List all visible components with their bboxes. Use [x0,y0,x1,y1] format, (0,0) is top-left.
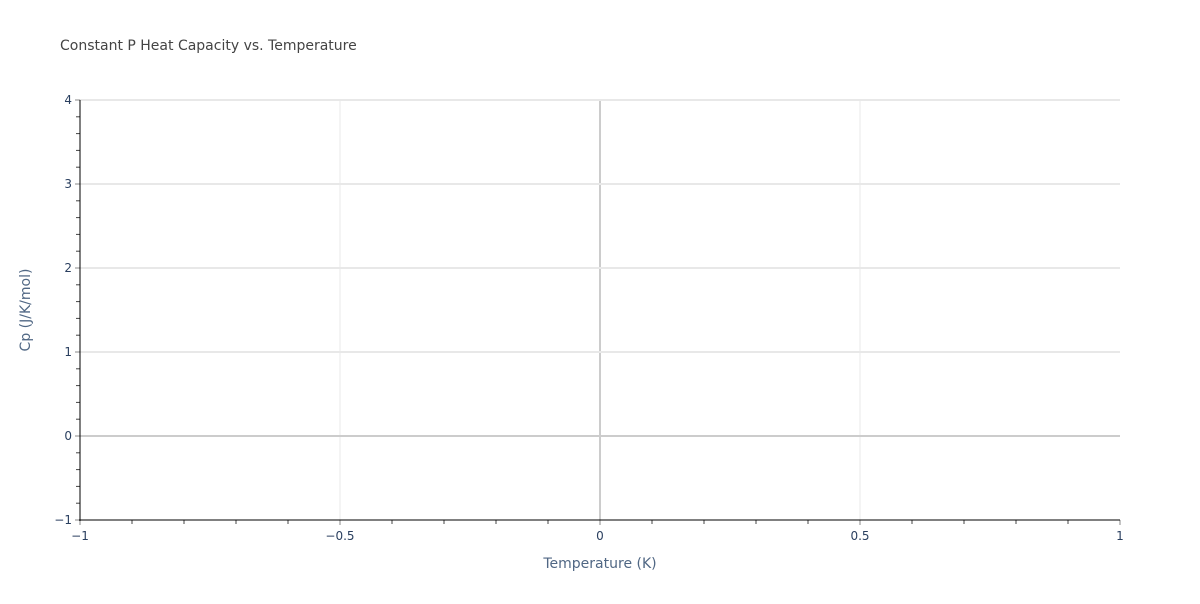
x-tick-label: 1 [1116,529,1124,543]
x-tick-label: 0 [596,529,604,543]
y-tick-label: 2 [64,261,72,275]
chart-title: Constant P Heat Capacity vs. Temperature [60,38,357,54]
axes: −1 −0.5 0 0.5 1 −1 0 1 2 3 4 [54,93,1124,543]
x-tick-label: 0.5 [850,529,869,543]
y-tick-label: −1 [54,513,72,527]
y-tick-label: 4 [64,93,72,107]
y-tick-label: 1 [64,345,72,359]
x-tick-label: −1 [71,529,89,543]
x-tick-label: −0.5 [325,529,354,543]
y-axis-title: Cp (J/K/mol) [18,269,34,352]
y-tick-label: 0 [64,429,72,443]
y-tick-label: 3 [64,177,72,191]
gridlines [80,99,1120,520]
x-axis-title: Temperature (K) [542,556,656,572]
